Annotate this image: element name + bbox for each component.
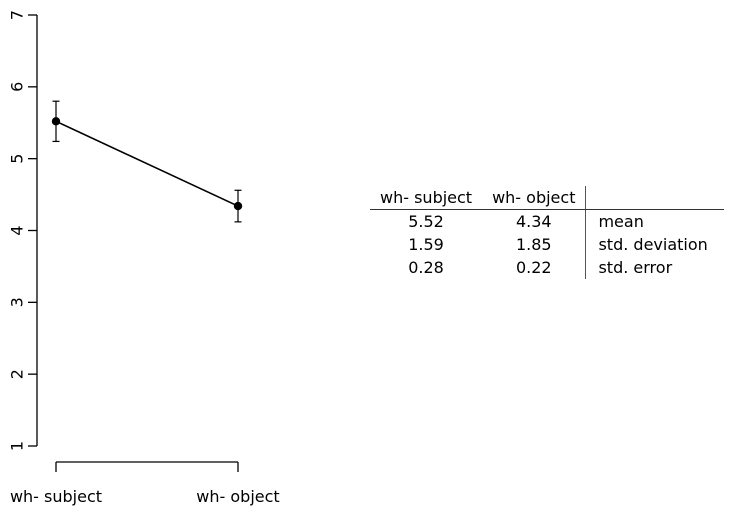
col-header-stat bbox=[585, 186, 725, 210]
col-header-wh-object: wh- object bbox=[482, 186, 586, 210]
table-row-mean: 5.52 4.34 mean bbox=[370, 209, 725, 233]
y-axis: 1 2 3 4 5 6 7 bbox=[8, 10, 38, 451]
series-line-0 bbox=[55, 120, 239, 207]
x-tick-label-1: wh- object bbox=[196, 487, 279, 506]
cell-se-subject: 0.28 bbox=[408, 258, 444, 277]
stats-table: wh- subject wh- object 5.52 4.34 mean 1.… bbox=[370, 186, 725, 279]
y-tick-label-1: 1 bbox=[8, 441, 27, 451]
table-row-std-deviation: 1.59 1.85 std. deviation bbox=[370, 233, 725, 256]
y-tick-label-3: 3 bbox=[8, 297, 27, 307]
x-tick-label-0: wh- subject bbox=[10, 487, 102, 506]
data-point-0 bbox=[51, 117, 61, 126]
y-tick-label-7: 7 bbox=[8, 10, 27, 20]
cell-se-label: std. error bbox=[585, 256, 725, 279]
y-tick-label-6: 6 bbox=[8, 82, 27, 92]
data-point-1 bbox=[233, 201, 243, 211]
cell-se-object: 0.22 bbox=[515, 258, 552, 277]
cell-sd-object: 1.85 bbox=[515, 235, 552, 254]
cell-mean-subject: 5.52 bbox=[408, 212, 444, 231]
y-tick-label-5: 5 bbox=[8, 154, 27, 164]
cell-mean-label: mean bbox=[585, 209, 725, 233]
y-tick-label-4: 4 bbox=[8, 225, 27, 235]
cell-sd-label: std. deviation bbox=[585, 233, 725, 256]
col-header-wh-subject: wh- subject bbox=[370, 186, 483, 210]
series-marks bbox=[51, 100, 243, 223]
table-row-std-error: 0.28 0.22 std. error bbox=[370, 256, 725, 279]
cell-mean-object: 4.34 bbox=[515, 212, 552, 231]
x-axis: wh- subject wh- object bbox=[10, 461, 280, 506]
y-tick-label-2: 2 bbox=[8, 369, 27, 379]
cell-sd-subject: 1.59 bbox=[408, 235, 444, 254]
